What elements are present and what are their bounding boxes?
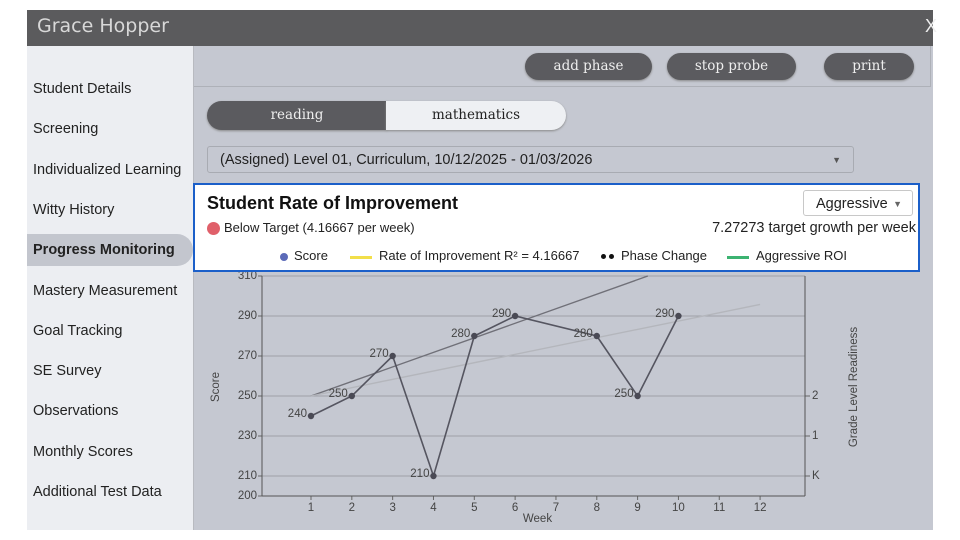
sidebar-item[interactable]: Goal Tracking	[33, 322, 123, 339]
data-label: 280	[451, 328, 470, 340]
legend-swatch	[727, 256, 749, 259]
roi-panel: Student Rate of Improvement Aggressive ▼ …	[193, 183, 920, 272]
x-tick-label: 6	[512, 502, 518, 514]
y-tick-label: 230	[238, 430, 257, 442]
series-line	[310, 275, 649, 397]
sidebar-item[interactable]: Student Details	[33, 81, 132, 97]
y2-tick-label: K	[812, 470, 820, 482]
legend-label: Rate of Improvement R² = 4.16667	[379, 248, 580, 263]
filter-text: Aggressive	[816, 196, 888, 212]
y-axis-label: Score	[210, 372, 222, 402]
x-tick-label: 3	[389, 502, 395, 514]
data-label: 290	[492, 308, 511, 320]
button-row	[194, 46, 931, 87]
sidebar-item[interactable]: Observations	[33, 403, 119, 420]
sidebar: Student Details Screening Individualized L…	[27, 46, 194, 530]
assignment-dropdown[interactable]: (Assigned) Level 01, Curriculum, 10/12/2…	[207, 146, 854, 173]
y-tick-label: 290	[238, 310, 257, 322]
score-point	[307, 412, 315, 420]
score-point	[348, 392, 356, 400]
x-tick-label: 11	[713, 502, 725, 514]
x-tick-label: 10	[672, 502, 685, 514]
y2-axis-label: Grade Level Readiness	[848, 327, 860, 447]
series-line	[310, 303, 761, 397]
data-label: 250	[614, 388, 633, 400]
y-tick-label: 200	[238, 490, 257, 502]
panel-title: Student Rate of Improvement	[207, 193, 459, 213]
data-label: 270	[369, 348, 388, 360]
data-label: 210	[410, 468, 429, 480]
score-point	[511, 312, 519, 320]
subject-tab[interactable]: mathematics	[386, 101, 566, 130]
sidebar-item[interactable]: Progress Monitoring	[27, 234, 193, 267]
score-point	[675, 312, 682, 320]
legend-swatch	[609, 254, 614, 259]
x-tick-label: 7	[553, 502, 559, 514]
x-tick-label: 1	[308, 502, 314, 514]
legend-label: Aggressive ROI	[756, 248, 848, 263]
action-button[interactable]: stop probe	[667, 53, 796, 80]
y-tick-label: 270	[238, 350, 257, 362]
y2-tick-label: 2	[812, 390, 818, 402]
x-tick-label: 9	[634, 502, 640, 514]
data-label: 280	[574, 328, 593, 340]
subject-tab[interactable]: reading	[207, 101, 387, 130]
target-text: 7.27273 target growth per week	[712, 220, 916, 236]
filter-arrow: ▼	[893, 199, 902, 209]
score-point	[471, 332, 478, 340]
x-tick-label: 8	[594, 502, 600, 514]
x-tick-label: 4	[430, 502, 437, 514]
data-label: 290	[655, 308, 674, 320]
sidebar-item[interactable]: Individualized Learning	[33, 161, 182, 178]
dropdown-text: (Assigned) Level 01, Curriculum, 10/12/2…	[220, 152, 593, 168]
header: Grace Hopper X	[27, 10, 937, 46]
sidebar-item[interactable]: Screening	[33, 121, 99, 138]
x-tick-label: 2	[349, 502, 355, 514]
y-tick-label: 310	[238, 270, 257, 282]
sidebar-item[interactable]: Additional Test Data	[33, 484, 162, 500]
action-button[interactable]: print	[824, 53, 914, 80]
y-tick-label: 210	[238, 470, 257, 482]
score-point	[634, 392, 641, 400]
score-point	[430, 472, 437, 480]
legend-swatch	[350, 256, 372, 259]
x-tick-label: 12	[754, 502, 767, 514]
roi-filter[interactable]: Aggressive ▼	[803, 190, 913, 216]
header-title: Grace Hopper	[37, 15, 169, 37]
sidebar-item[interactable]: Witty History	[33, 201, 115, 218]
dropdown-arrow: ▼	[832, 155, 841, 165]
legend-label: Score	[294, 248, 328, 263]
y2-tick-label: 1	[812, 430, 818, 442]
close-button[interactable]: X	[924, 16, 937, 36]
sidebar-item[interactable]: Monthly Scores	[33, 443, 133, 460]
score-point	[389, 352, 396, 360]
sidebar-item[interactable]: SE Survey	[33, 363, 102, 380]
x-axis-label: Week	[523, 513, 552, 525]
data-label: 240	[288, 408, 307, 420]
score-point	[593, 332, 600, 340]
data-label: 250	[329, 388, 348, 400]
status-dot	[207, 222, 220, 235]
legend-swatch	[601, 254, 606, 259]
y-tick-label: 250	[238, 390, 257, 402]
legend-swatch	[280, 253, 288, 261]
legend-label: Phase Change	[621, 248, 708, 263]
action-button[interactable]: add phase	[525, 53, 652, 80]
x-tick-label: 5	[471, 502, 477, 514]
status-text: Below Target (4.16667 per week)	[224, 220, 415, 235]
sidebar-item[interactable]: Mastery Measurement	[33, 282, 178, 299]
